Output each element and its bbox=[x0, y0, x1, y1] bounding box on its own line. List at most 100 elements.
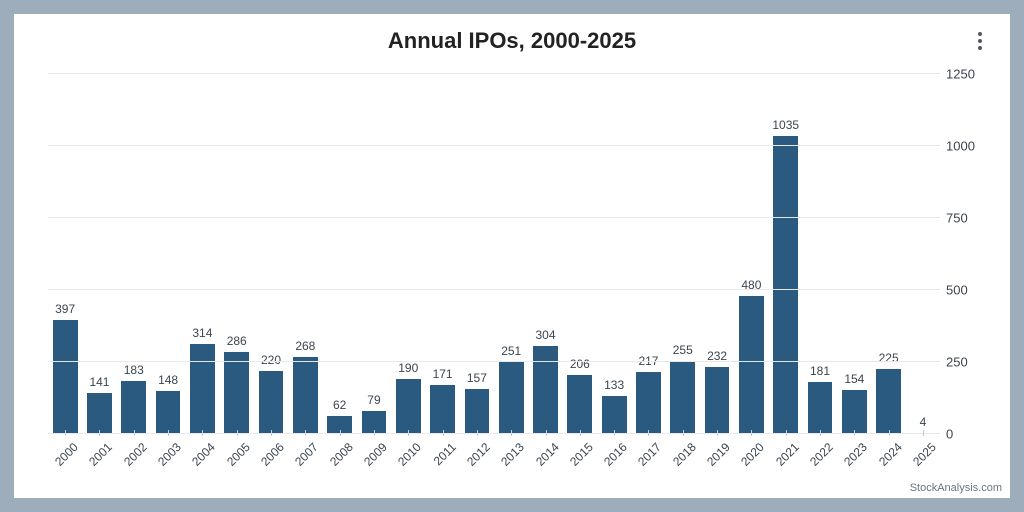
chart-card: Annual IPOs, 2000-2025 39714118314831428… bbox=[14, 14, 1010, 498]
x-tick-mark bbox=[648, 430, 649, 436]
bar-value-label: 225 bbox=[879, 351, 899, 365]
bar-slot: 251 bbox=[494, 74, 528, 434]
bar: 183 bbox=[121, 381, 146, 434]
x-tick-slot: 2025 bbox=[906, 434, 940, 478]
x-tick-mark bbox=[614, 430, 615, 436]
bar-slot: 206 bbox=[563, 74, 597, 434]
bar: 133 bbox=[602, 396, 627, 434]
y-tick-label: 500 bbox=[946, 283, 990, 298]
bar: 304 bbox=[533, 346, 558, 434]
x-tick-slot: 2005 bbox=[220, 434, 254, 478]
x-tick-mark bbox=[168, 430, 169, 436]
bar-slot: 220 bbox=[254, 74, 288, 434]
bar-value-label: 62 bbox=[333, 398, 346, 412]
x-tick-slot: 2004 bbox=[185, 434, 219, 478]
bar-value-label: 181 bbox=[810, 364, 830, 378]
x-tick-mark bbox=[751, 430, 752, 436]
x-tick-slot: 2007 bbox=[288, 434, 322, 478]
bar-slot: 148 bbox=[151, 74, 185, 434]
x-tick-label: 2011 bbox=[430, 440, 458, 468]
bar-slot: 171 bbox=[425, 74, 459, 434]
x-tick-slot: 2012 bbox=[460, 434, 494, 478]
x-tick-slot: 2015 bbox=[563, 434, 597, 478]
x-tick-mark bbox=[202, 430, 203, 436]
bar-slot: 157 bbox=[460, 74, 494, 434]
bar-value-label: 171 bbox=[433, 367, 453, 381]
bar-slot: 255 bbox=[666, 74, 700, 434]
x-tick-mark bbox=[546, 430, 547, 436]
x-tick-slot: 2011 bbox=[425, 434, 459, 478]
x-tick-label: 2019 bbox=[704, 440, 733, 469]
bar-value-label: 183 bbox=[124, 363, 144, 377]
bar: 220 bbox=[259, 371, 284, 434]
x-tick-mark bbox=[477, 430, 478, 436]
bar-slot: 232 bbox=[700, 74, 734, 434]
x-tick-mark bbox=[271, 430, 272, 436]
x-tick-mark bbox=[717, 430, 718, 436]
bar-slot: 268 bbox=[288, 74, 322, 434]
x-axis: 2000200120022003200420052006200720082009… bbox=[48, 434, 940, 478]
bar: 251 bbox=[499, 362, 524, 434]
x-tick-slot: 2024 bbox=[872, 434, 906, 478]
bar-slot: 181 bbox=[803, 74, 837, 434]
vertical-dots-icon[interactable] bbox=[972, 32, 988, 50]
x-tick-slot: 2018 bbox=[666, 434, 700, 478]
gridline bbox=[48, 145, 940, 146]
gridline bbox=[48, 361, 940, 362]
x-tick-label: 2003 bbox=[155, 440, 184, 469]
bar-value-label: 397 bbox=[55, 302, 75, 316]
bar: 286 bbox=[224, 352, 249, 434]
x-tick-slot: 2017 bbox=[631, 434, 665, 478]
x-tick-mark bbox=[374, 430, 375, 436]
bar: 1035 bbox=[773, 136, 798, 434]
bar: 314 bbox=[190, 344, 215, 434]
gridline bbox=[48, 289, 940, 290]
bar-slot: 183 bbox=[117, 74, 151, 434]
bar-value-label: 206 bbox=[570, 357, 590, 371]
chart-outer-frame: Annual IPOs, 2000-2025 39714118314831428… bbox=[0, 0, 1024, 512]
bar-value-label: 304 bbox=[536, 328, 556, 342]
bar: 217 bbox=[636, 372, 661, 434]
x-tick-mark bbox=[854, 430, 855, 436]
x-tick-mark bbox=[340, 430, 341, 436]
bars-container: 3971411831483142862202686279190171157251… bbox=[48, 74, 940, 434]
bar: 206 bbox=[567, 375, 592, 434]
bar-slot: 480 bbox=[734, 74, 768, 434]
x-tick-mark bbox=[511, 430, 512, 436]
bar-value-label: 190 bbox=[398, 361, 418, 375]
x-tick-slot: 2014 bbox=[528, 434, 562, 478]
bar-value-label: 220 bbox=[261, 353, 281, 367]
x-tick-slot: 2001 bbox=[82, 434, 116, 478]
bar: 480 bbox=[739, 296, 764, 434]
x-tick-slot: 2013 bbox=[494, 434, 528, 478]
bar: 141 bbox=[87, 393, 112, 434]
bar: 157 bbox=[465, 389, 490, 434]
bar-slot: 304 bbox=[528, 74, 562, 434]
bar: 255 bbox=[670, 361, 695, 434]
y-tick-label: 250 bbox=[946, 355, 990, 370]
x-tick-mark bbox=[99, 430, 100, 436]
bar: 232 bbox=[705, 367, 730, 434]
x-tick-label: 2023 bbox=[841, 440, 870, 469]
bar-slot: 79 bbox=[357, 74, 391, 434]
x-tick-slot: 2021 bbox=[769, 434, 803, 478]
x-tick-label: 2020 bbox=[739, 440, 768, 469]
bar-value-label: 314 bbox=[192, 326, 212, 340]
bar: 397 bbox=[53, 320, 78, 434]
x-tick-label: 2022 bbox=[807, 440, 836, 469]
bar: 154 bbox=[842, 390, 867, 434]
bar-slot: 286 bbox=[220, 74, 254, 434]
x-tick-mark bbox=[408, 430, 409, 436]
bar-value-label: 4 bbox=[920, 415, 927, 429]
x-tick-slot: 2000 bbox=[48, 434, 82, 478]
x-tick-mark bbox=[305, 430, 306, 436]
bar-slot: 1035 bbox=[769, 74, 803, 434]
x-tick-label: 2017 bbox=[636, 440, 665, 469]
bar-slot: 190 bbox=[391, 74, 425, 434]
x-tick-slot: 2019 bbox=[700, 434, 734, 478]
bar-slot: 141 bbox=[82, 74, 116, 434]
x-tick-mark bbox=[237, 430, 238, 436]
x-tick-slot: 2010 bbox=[391, 434, 425, 478]
bar: 148 bbox=[156, 391, 181, 434]
x-tick-label: 2000 bbox=[52, 440, 81, 469]
